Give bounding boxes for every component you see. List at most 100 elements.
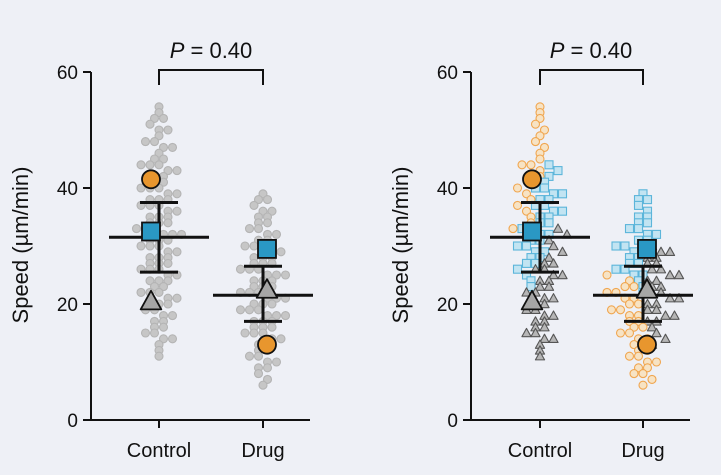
data-point-circle [512, 200, 523, 210]
data-point-circle [615, 305, 626, 315]
right-bracket-line [539, 69, 644, 85]
data-point-circle [172, 247, 182, 257]
left-axes [90, 72, 310, 428]
data-point-circle [651, 357, 662, 367]
data-point-triangle [673, 293, 685, 303]
data-point-circle [167, 142, 178, 152]
data-point-circle [253, 305, 264, 315]
data-point-triangle [534, 351, 546, 361]
data-point-circle [638, 322, 648, 332]
data-point-circle [517, 160, 527, 170]
data-point-circle [262, 363, 273, 373]
replicate-mean-circle [257, 334, 277, 355]
y-tick-label: 60 [437, 63, 458, 84]
data-point-circle [163, 299, 173, 309]
data-point-circle [530, 119, 541, 129]
data-point-circle [145, 160, 155, 170]
data-point-circle [145, 119, 155, 129]
right-p-label: P [550, 38, 565, 63]
y-tick-label: 20 [437, 295, 458, 316]
data-point-square [521, 241, 532, 251]
data-point-circle [530, 137, 541, 147]
data-point-triangle [539, 322, 550, 332]
data-point-circle [154, 160, 164, 170]
replicate-mean-circle [637, 334, 657, 355]
data-point-square [642, 218, 653, 228]
data-point-circle [240, 328, 250, 338]
data-point-circle [606, 305, 617, 315]
data-point-circle [624, 351, 635, 361]
data-point-circle [633, 299, 644, 309]
data-point-circle [620, 282, 630, 292]
data-point-triangle [543, 235, 555, 245]
right-category-label-drug: Drug [621, 440, 664, 462]
left-replicate-means [139, 169, 279, 355]
data-point-square [624, 224, 635, 234]
data-point-circle [624, 299, 635, 309]
data-point-circle [253, 369, 264, 379]
data-point-square [633, 224, 644, 234]
data-point-triangle [539, 298, 550, 309]
right-axes [470, 72, 690, 428]
right-y-ticks: 0 20 40 60 [437, 63, 471, 432]
right-p-value: P = 0.40 [550, 38, 633, 63]
left-category-label-control: Control [127, 440, 191, 462]
data-point-circle [647, 374, 657, 384]
data-point-triangle [651, 327, 662, 338]
data-point-triangle [530, 327, 541, 338]
data-point-circle [276, 334, 286, 344]
data-point-circle [267, 299, 277, 309]
data-point-square [611, 264, 621, 274]
data-point-circle [158, 113, 169, 123]
data-point-circle [508, 224, 518, 234]
right-panel: 0 20 40 60 Control Drug Speed (µm/min) P = … [388, 38, 693, 462]
data-point-triangle [655, 246, 667, 257]
data-point-triangle [548, 333, 559, 344]
data-point-square [633, 200, 644, 210]
data-point-circle [167, 311, 178, 321]
data-point-circle [136, 287, 146, 297]
data-point-circle [240, 241, 250, 251]
y-tick-label: 60 [57, 63, 78, 84]
data-point-circle [154, 287, 164, 297]
data-point-circle [154, 351, 164, 361]
data-point-triangle [660, 310, 671, 320]
data-point-square [521, 258, 532, 268]
data-point-triangle [548, 293, 559, 303]
right-replicate-means [520, 169, 659, 355]
data-point-triangle [557, 246, 568, 257]
data-point-circle [235, 264, 246, 274]
data-point-triangle [642, 304, 653, 315]
data-point-circle [280, 311, 291, 321]
replicate-mean-square [257, 238, 277, 259]
left-p-value: P = 0.40 [170, 38, 253, 63]
data-point-circle [140, 328, 151, 338]
data-point-circle [271, 357, 282, 367]
data-point-triangle [548, 269, 559, 280]
data-point-circle [267, 322, 277, 332]
data-point-circle [262, 195, 273, 205]
data-point-square [539, 183, 550, 193]
data-point-circle [172, 166, 182, 176]
data-point-circle [602, 270, 612, 280]
replicate-mean-triangle [635, 278, 659, 299]
left-y-ticks: 0 20 40 60 [57, 63, 91, 432]
data-point-square [651, 229, 662, 239]
data-point-circle [136, 183, 146, 193]
data-point-circle [163, 125, 173, 135]
data-point-circle [140, 137, 151, 147]
data-point-triangle [534, 281, 546, 291]
data-point-circle [624, 328, 635, 338]
data-point-circle [633, 351, 644, 361]
data-point-square [544, 218, 554, 228]
data-point-circle [526, 160, 536, 170]
data-point-triangle [548, 258, 559, 268]
data-point-triangle [664, 293, 676, 303]
data-point-circle [276, 247, 286, 257]
data-point-circle [253, 351, 264, 361]
data-point-triangle [651, 304, 662, 315]
replicate-mean-square [141, 221, 161, 242]
right-p-text: = 0.40 [564, 38, 632, 63]
